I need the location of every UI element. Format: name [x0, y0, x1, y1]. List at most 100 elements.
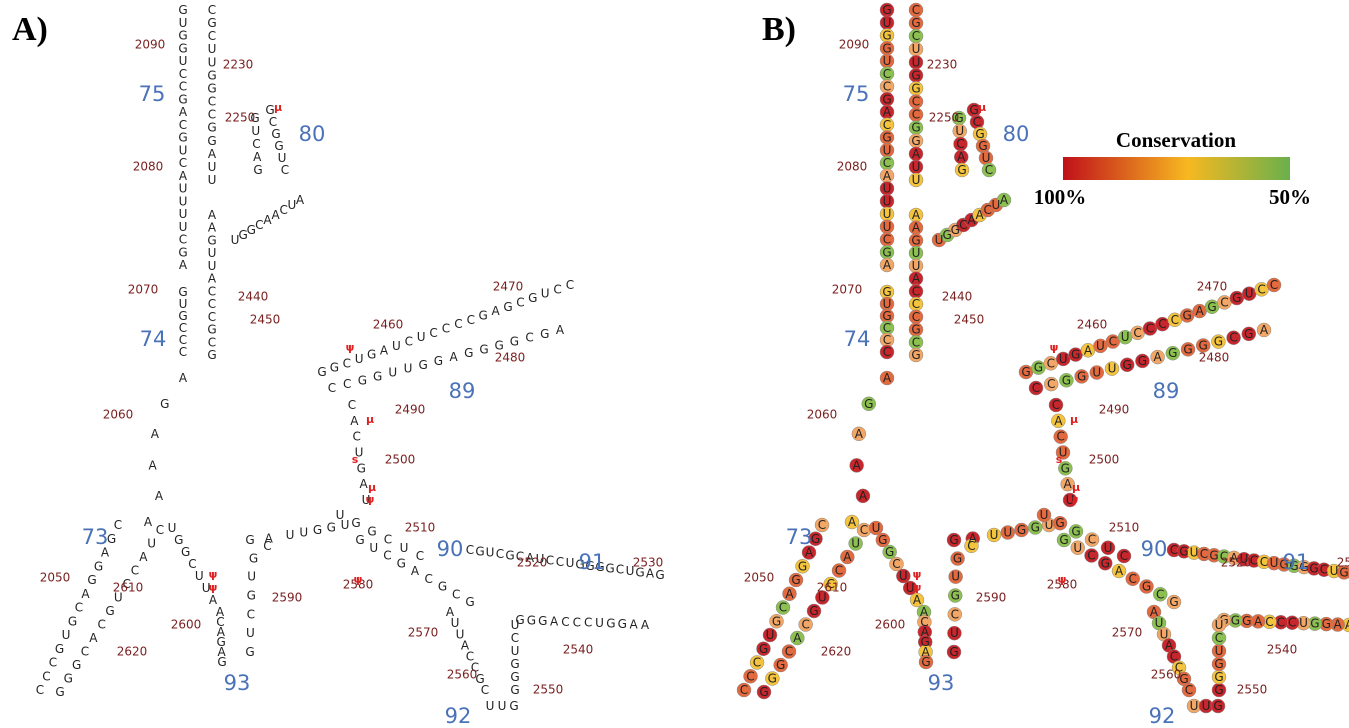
strand: GUGCCC [882, 285, 891, 359]
legend-high: 100% [1034, 185, 1087, 209]
position-label: 2230 [223, 58, 254, 72]
strand: AAGUUACCCGCG [911, 208, 921, 362]
strand: GUGGUCCGACGUCAUUUUCGA [178, 3, 188, 272]
position-label: 2620 [117, 645, 148, 659]
position-label: 2590 [272, 591, 303, 605]
diagram: Conservation 100% 50% A) GUGGUCCGACGUCAUU… [0, 0, 1349, 728]
strand: CGCUUGGCCGGAUU [207, 3, 217, 187]
panel-label: A) [12, 11, 48, 48]
position-label: 2060 [807, 408, 838, 422]
position-label: 2610 [113, 581, 144, 595]
modification: μ [1070, 413, 1078, 426]
modification: ψ [209, 568, 218, 581]
position-label: 2530 [1337, 556, 1349, 570]
position-label: 2560 [447, 668, 478, 682]
position-label: 2470 [493, 280, 524, 294]
helix-label: 80 [1003, 122, 1030, 146]
legend-low: 50% [1269, 185, 1311, 209]
position-label: 2540 [563, 643, 594, 657]
modification: ψ [913, 568, 922, 581]
position-label: 2070 [832, 283, 863, 297]
position-label: 2250 [929, 111, 960, 125]
position-label: 2450 [954, 313, 985, 327]
position-label: 2550 [1237, 683, 1268, 697]
modification: ψ [1058, 573, 1067, 586]
position-label: 2440 [942, 290, 973, 304]
modification: ψ [913, 581, 922, 594]
helix-label: 91 [1283, 550, 1310, 574]
modification: ψ [354, 573, 363, 586]
position-label: 2570 [1112, 626, 1143, 640]
helix-label: 89 [449, 379, 476, 403]
helix-label: 93 [224, 671, 251, 695]
helix-label: 92 [1149, 704, 1176, 728]
position-label: 2510 [1109, 521, 1140, 535]
position-label: 2090 [839, 38, 870, 52]
legend-title: Conservation [1116, 128, 1236, 152]
position-label: 2620 [821, 645, 852, 659]
strand: GGGCACGUCCAUC [55, 523, 164, 699]
position-label: 2460 [1077, 318, 1108, 332]
position-label: 2610 [817, 581, 848, 595]
modification: ψ [1070, 493, 1079, 506]
position-label: 2600 [171, 618, 202, 632]
position-label: 2060 [103, 408, 134, 422]
helix-label: 75 [139, 82, 166, 106]
strand: GGCUGAUCUCCCCGAGCGUCC [1021, 278, 1278, 379]
position-label: 2590 [976, 591, 1007, 605]
modification: μ [366, 413, 374, 426]
position-label: 2050 [744, 571, 775, 585]
strand: CGCUUGGCCGGAUU [911, 3, 921, 187]
helix-label: 93 [928, 671, 955, 695]
helix-label: 90 [437, 537, 464, 561]
position-label: 2470 [1197, 280, 1228, 294]
helix-label: 89 [1153, 379, 1180, 403]
position-label: 2560 [1151, 668, 1182, 682]
position-label: 2080 [133, 160, 164, 174]
position-label: 2480 [1199, 351, 1230, 365]
position-label: 2480 [495, 351, 526, 365]
position-label: 2530 [633, 556, 664, 570]
position-label: 2490 [395, 403, 426, 417]
strand: GGGUCU [510, 618, 519, 697]
position-label: 2500 [1089, 453, 1120, 467]
strand: AAGGUCCCAGGG [515, 613, 650, 632]
modification: s [352, 453, 359, 466]
position-label: 2460 [373, 318, 404, 332]
strand: UGGCUC [336, 508, 425, 563]
helix-label: 90 [1141, 537, 1168, 561]
position-label: 2500 [385, 453, 416, 467]
helix-label: 73 [786, 525, 813, 549]
position-label: 2570 [408, 626, 439, 640]
helix-label: 75 [843, 82, 870, 106]
position-label: 2440 [238, 290, 269, 304]
position-label: 2090 [135, 38, 166, 52]
position-label: 2070 [128, 283, 159, 297]
position-label: 2550 [533, 683, 564, 697]
modification: s [1056, 453, 1063, 466]
modification: ψ [346, 341, 355, 354]
helix-label: 74 [844, 327, 871, 351]
position-label: 2540 [1267, 643, 1298, 657]
modification: μ [978, 101, 986, 114]
position-label: 2510 [405, 521, 436, 535]
panel-label: B) [762, 11, 796, 48]
position-label: 2230 [927, 58, 958, 72]
strand: UGGCUC [1040, 508, 1129, 563]
position-label: 2250 [225, 111, 256, 125]
strand: UGGCAACUA [231, 193, 305, 247]
strand: AAGGUCCCAGGG [1219, 613, 1349, 632]
strand: UGGCAACUA [935, 193, 1009, 247]
position-label: 2520 [1221, 556, 1252, 570]
modification: ψ [366, 493, 375, 506]
legend-gradient [1063, 157, 1290, 180]
